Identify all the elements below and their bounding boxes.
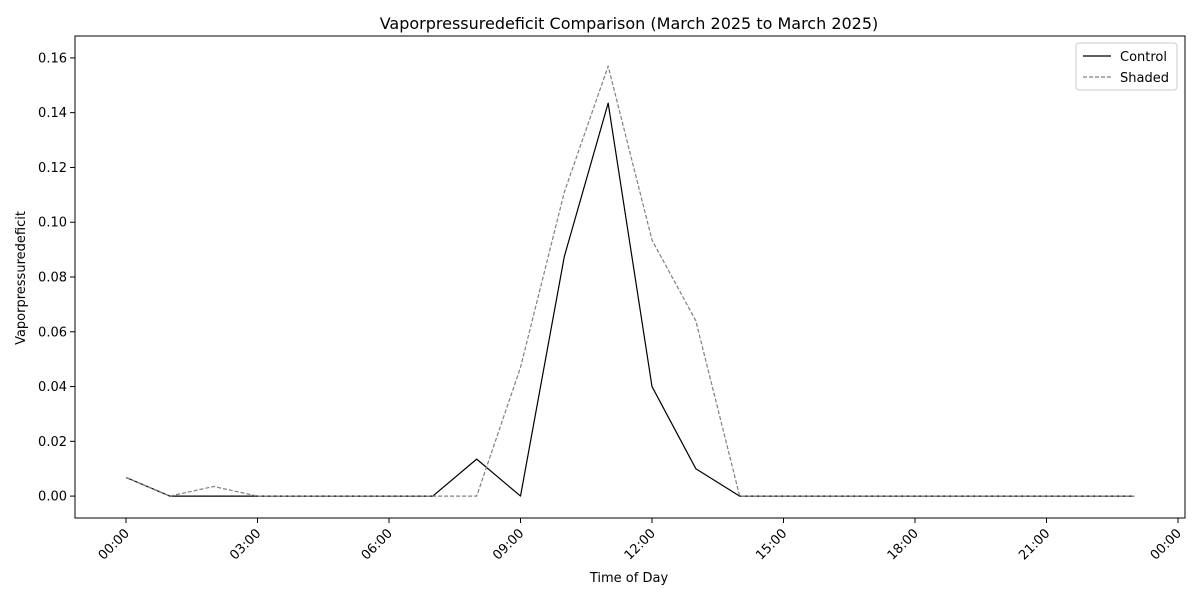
y-tick-label: 0.02 [38,435,67,450]
y-tick-label: 0.12 [38,161,67,176]
y-tick-label: 0.06 [38,325,67,340]
y-tick-label: 0.04 [38,380,67,395]
x-axis-label: Time of Day [589,571,669,586]
series-line-control [125,102,1135,497]
y-tick-label: 0.00 [38,490,67,505]
x-tick-label: 09:00 [490,526,527,563]
ticks-layer: 0.00 0.02 0.04 0.06 0.08 0.10 0.12 0.14 0.16 00:0… [38,51,1185,563]
x-tick-label: 03:00 [227,526,264,563]
y-tick-label: 0.14 [38,106,67,121]
legend: Control Shaded [1075,42,1178,91]
y-tick-label: 0.08 [38,271,67,286]
chart-title: Vaporpressuredeficit Comparison (March 2… [380,14,879,33]
plot-frame [74,35,1186,519]
x-tick-label: 00:00 [1148,526,1185,563]
x-tick-label: 00:00 [96,526,133,563]
x-tick-label: 15:00 [753,526,790,563]
legend-label-control: Control [1120,50,1167,65]
y-axis-label: Vaporpressuredeficit [14,211,29,345]
x-tick-label: 21:00 [1016,526,1053,563]
y-tick-label: 0.16 [38,51,67,66]
series-line-shaded [125,65,1135,497]
x-tick-label: 18:00 [885,526,922,563]
series-layer [125,65,1135,497]
x-tick-label: 06:00 [359,526,396,563]
legend-label-shaded: Shaded [1120,71,1169,86]
x-tick-label: 12:00 [622,526,659,563]
y-tick-label: 0.10 [38,216,67,231]
legend-box [1075,42,1178,91]
